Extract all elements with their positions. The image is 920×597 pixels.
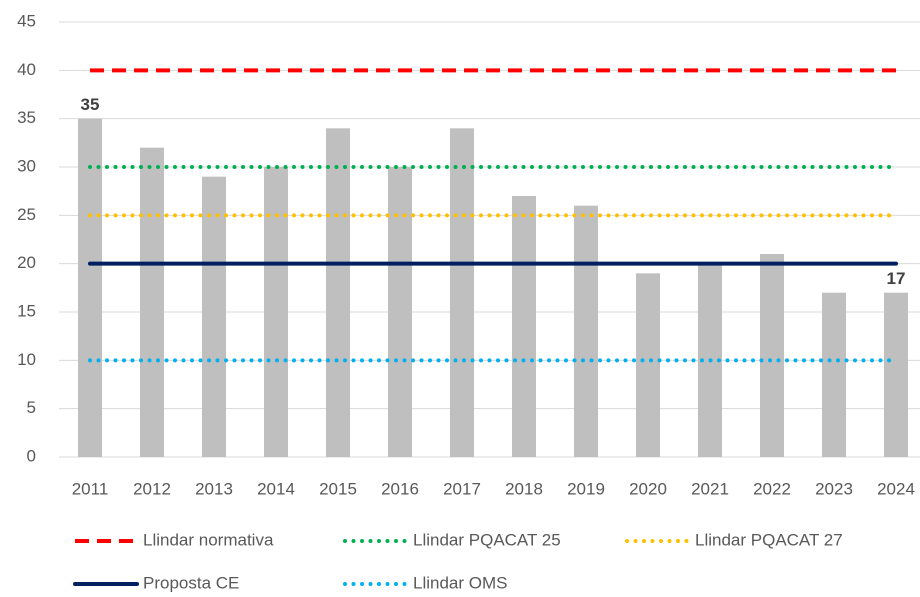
y-tick-label: 5 [27, 398, 36, 417]
x-tick-label: 2024 [877, 479, 915, 498]
y-tick-label: 35 [17, 108, 36, 127]
bar [450, 128, 474, 458]
x-tick-label: 2015 [319, 479, 357, 498]
bar [326, 128, 350, 458]
y-tick-label: 0 [27, 446, 36, 465]
bar [140, 147, 164, 457]
bar [264, 167, 288, 457]
y-tick-label: 30 [17, 156, 36, 175]
bar [574, 205, 598, 457]
x-tick-label: 2014 [257, 479, 295, 498]
bar [884, 292, 908, 457]
x-tick-label: 2023 [815, 479, 853, 498]
bar [822, 292, 846, 457]
x-tick-label: 2013 [195, 479, 233, 498]
legend-label: Llindar OMS [413, 573, 507, 592]
x-tick-label: 2020 [629, 479, 667, 498]
legend-label: Proposta CE [143, 573, 239, 592]
bar [636, 273, 660, 457]
y-tick-label: 45 [17, 11, 36, 30]
y-tick-label: 20 [17, 253, 36, 272]
legend-label: Llindar PQACAT 25 [413, 530, 561, 549]
x-tick-label: 2012 [133, 479, 171, 498]
x-tick-label: 2019 [567, 479, 605, 498]
bar [512, 196, 536, 457]
bar [78, 118, 102, 458]
x-tick-label: 2017 [443, 479, 481, 498]
y-tick-label: 40 [17, 60, 36, 79]
x-tick-label: 2011 [72, 479, 109, 498]
legend-label: Llindar PQACAT 27 [695, 530, 843, 549]
y-tick-label: 10 [17, 350, 36, 369]
x-tick-label: 2018 [505, 479, 543, 498]
y-tick-label: 15 [17, 301, 36, 320]
bar [388, 167, 412, 457]
bar [760, 254, 784, 457]
x-tick-label: 2022 [753, 479, 791, 498]
bar [202, 176, 226, 457]
x-tick-label: 2016 [381, 479, 419, 498]
x-tick-label: 2021 [691, 479, 729, 498]
data-label: 17 [887, 269, 906, 288]
legend-label: Llindar normativa [143, 530, 274, 549]
y-tick-label: 25 [17, 205, 36, 224]
data-label: 35 [81, 95, 100, 114]
